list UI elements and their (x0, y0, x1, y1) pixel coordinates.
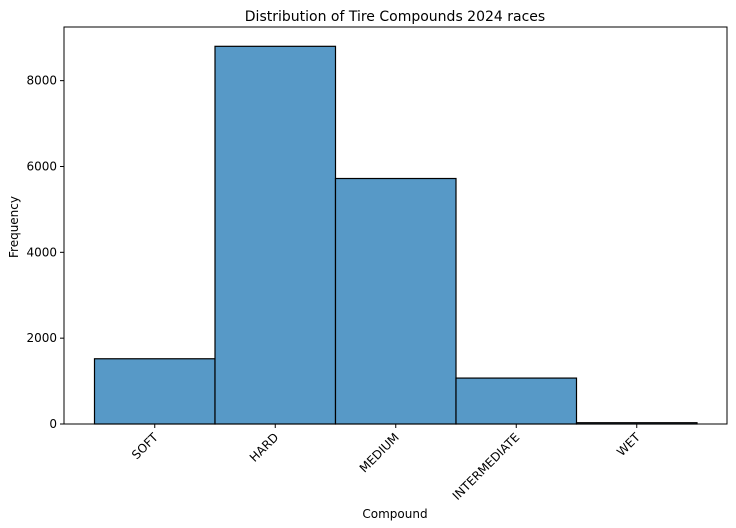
y-axis-label: Frequency (7, 196, 21, 258)
x-tick-label: SOFT (129, 430, 161, 462)
x-tick-label: MEDIUM (357, 430, 402, 475)
x-tick-label: HARD (247, 430, 282, 465)
plot-frame (63, 26, 728, 425)
x-axis-label: Compound (362, 507, 427, 521)
chart-title: Distribution of Tire Compounds 2024 race… (245, 9, 545, 25)
y-tick-label: 4000 (26, 245, 57, 259)
y-tick-label: 2000 (26, 331, 57, 345)
bar-intermediate (455, 377, 578, 425)
x-axis: SOFT HARD MEDIUM INTERMEDIATE WET (129, 424, 643, 503)
y-tick-label: 8000 (26, 74, 57, 88)
bar-hard (214, 45, 337, 425)
bar-medium (334, 177, 457, 425)
bars (93, 45, 698, 425)
y-tick-label: 0 (49, 417, 57, 431)
x-tick-label: WET (614, 430, 643, 459)
bar-soft (93, 358, 216, 425)
x-tick-label: INTERMEDIATE (450, 430, 523, 503)
y-tick-label: 6000 (26, 159, 57, 173)
y-axis: 0 2000 4000 6000 8000 (26, 74, 64, 431)
